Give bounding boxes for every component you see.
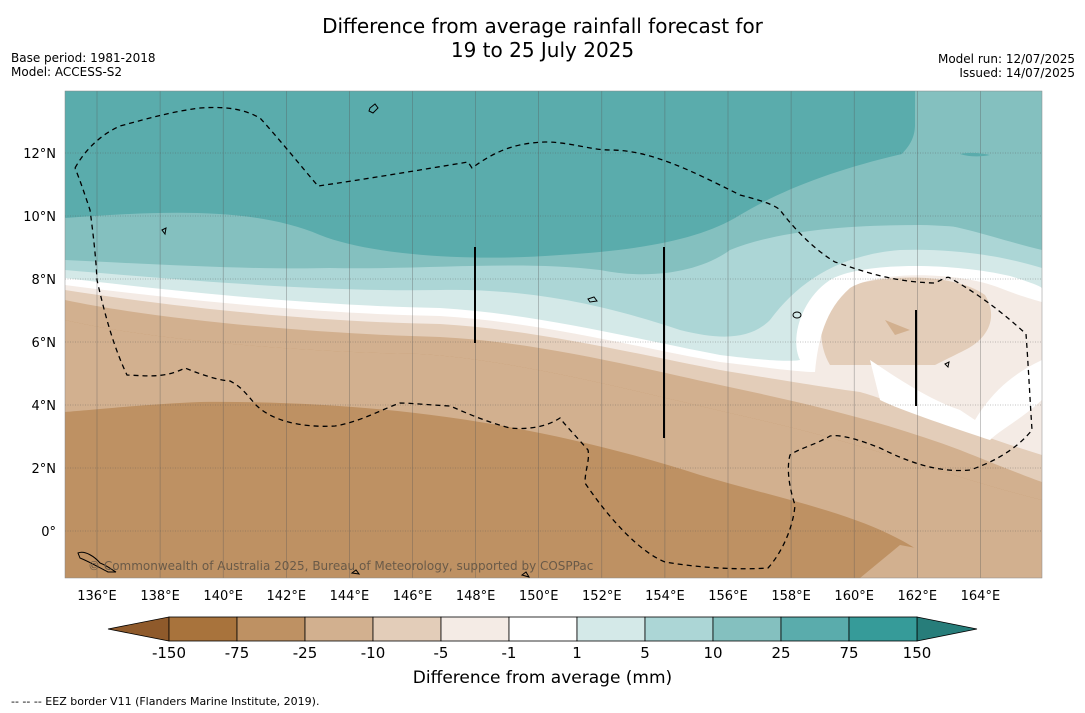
colorbar-swatch <box>576 616 646 642</box>
model-text: Model: ACCESS-S2 <box>11 65 123 79</box>
colorbar-swatch <box>236 616 306 642</box>
issued-text: Issued: 14/07/2025 <box>959 66 1075 80</box>
colorbar-swatch <box>780 616 850 642</box>
page-title: Difference from average rainfall forecas… <box>0 14 1085 62</box>
longitude-labels: 136°E 138°E 140°E 142°E 144°E 146°E 148°E 150°E… <box>77 589 1000 604</box>
colorbar-tick-label: -10 <box>361 644 386 662</box>
lon-label: 156°E <box>708 589 748 604</box>
lat-label: 12°N <box>23 147 56 162</box>
lon-label: 138°E <box>140 589 180 604</box>
island-shadow <box>960 152 990 157</box>
colorbar-tick-label: 75 <box>839 644 858 662</box>
eez-borders <box>74 106 1033 570</box>
lat-label: 0° <box>41 525 56 540</box>
colorbar-tick-label: -25 <box>293 644 318 662</box>
copyright-text: © Commonwealth of Australia 2025, Bureau… <box>88 559 593 573</box>
lon-label: 152°E <box>582 589 622 604</box>
lon-label: 140°E <box>203 589 243 604</box>
lat-label: 4°N <box>32 399 57 414</box>
colorbar-title: Difference from average (mm) <box>412 668 673 688</box>
jurisdiction-lines <box>474 247 917 438</box>
colorbar-swatch <box>440 616 510 642</box>
colorbar-tick-label: -150 <box>152 644 186 662</box>
lat-label: 10°N <box>23 210 56 225</box>
lon-label: 158°E <box>771 589 811 604</box>
lat-label: 2°N <box>32 462 57 477</box>
colorbar-extend-low <box>107 616 170 642</box>
colorbar-swatch <box>712 616 782 642</box>
meta-left: Base period: 1981-2018 Model: ACCESS-S2 <box>11 51 156 79</box>
model-run-text: Model run: 12/07/2025 <box>937 52 1075 66</box>
islands <box>77 103 950 578</box>
colorbar-tick-label: 150 <box>903 644 932 662</box>
colorbar-tick-label: -1 <box>502 644 517 662</box>
title-line-1: Difference from average rainfall forecas… <box>322 14 763 38</box>
colorbar <box>107 616 978 642</box>
lon-label: 136°E <box>77 589 117 604</box>
meta-right: Model run: 12/07/2025 Issued: 14/07/2025 <box>938 52 1075 80</box>
lon-label: 146°E <box>393 589 433 604</box>
lon-label: 162°E <box>898 589 938 604</box>
graticule <box>96 91 981 578</box>
lon-label: 150°E <box>519 589 559 604</box>
colorbar-swatch <box>372 616 442 642</box>
colorbar-tick-label: -5 <box>434 644 449 662</box>
lat-graticule <box>65 152 1042 532</box>
latitude-labels: 12°N 10°N 8°N 6°N 4°N 2°N 0° <box>23 147 56 540</box>
colorbar-tick-label: 1 <box>572 644 582 662</box>
map-frame <box>64 90 1043 579</box>
colorbar-swatch <box>168 616 238 642</box>
lon-label: 164°E <box>961 589 1001 604</box>
base-period-text: Base period: 1981-2018 <box>11 51 156 65</box>
colorbar-swatch <box>848 616 918 642</box>
colorbar-tick-label: 25 <box>771 644 790 662</box>
colorbar-tick-label: 5 <box>640 644 650 662</box>
colorbar-tick-label: 10 <box>703 644 722 662</box>
colorbar-ticks: -150 -75 -25 -10 -5 -1 1 5 10 25 75 150 <box>152 644 931 662</box>
colorbar-swatch <box>508 616 578 642</box>
lon-label: 142°E <box>267 589 307 604</box>
lon-label: 154°E <box>645 589 685 604</box>
title-line-2: 19 to 25 July 2025 <box>450 38 635 62</box>
colorbar-extend-high <box>916 616 978 642</box>
colorbar-swatch <box>644 616 714 642</box>
colorbar-swatch <box>304 616 374 642</box>
lon-label: 160°E <box>834 589 874 604</box>
lat-label: 6°N <box>32 336 57 351</box>
lon-label: 148°E <box>456 589 496 604</box>
lat-label: 8°N <box>32 273 57 288</box>
lon-label: 144°E <box>330 589 370 604</box>
eez-footnote: -- -- -- EEZ border V11 (Flanders Marine… <box>11 695 320 708</box>
map-fill <box>65 91 1042 578</box>
colorbar-tick-label: -75 <box>225 644 250 662</box>
